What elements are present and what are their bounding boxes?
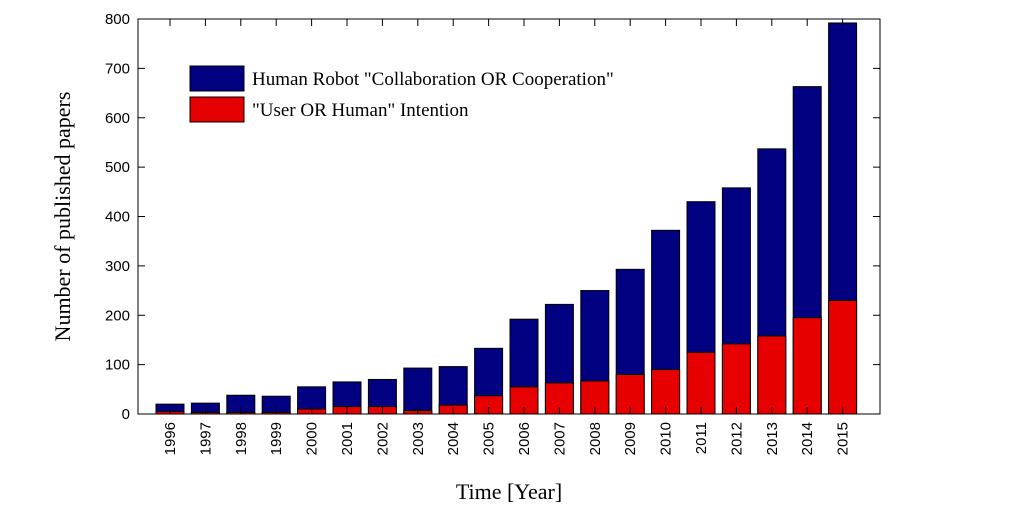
x-tick-label: 2012	[728, 422, 745, 455]
x-tick-label: 2009	[622, 422, 639, 455]
x-tick-label: 2006	[516, 422, 533, 455]
x-tick-label: 2011	[693, 422, 710, 454]
y-tick-label: 300	[105, 258, 130, 275]
y-tick-label: 800	[105, 11, 130, 28]
y-tick-label: 400	[105, 209, 130, 226]
x-tick-label: 1996	[162, 422, 179, 455]
bar-series-2-2013	[757, 335, 787, 415]
bar-series-2-2012	[721, 343, 751, 415]
y-tick-label: 500	[105, 159, 130, 176]
x-tick-label: 2013	[764, 422, 781, 455]
bar-series-1-2003	[403, 367, 433, 415]
legend-swatch-series-2	[189, 96, 245, 123]
y-tick-label: 100	[105, 357, 130, 374]
legend-label-series-1: Human Robot "Collaboration OR Cooperatio…	[252, 69, 614, 90]
bar-series-2-2015	[828, 299, 858, 415]
x-tick-label: 2003	[410, 422, 427, 455]
x-tick-label: 1997	[197, 422, 214, 455]
x-tick-label: 2010	[658, 422, 675, 455]
y-tick-label: 700	[105, 60, 130, 77]
x-tick-label: 2002	[374, 422, 391, 455]
bar-series-2-2010	[651, 369, 681, 415]
x-tick-label: 1998	[233, 422, 250, 455]
x-tick-label: 2008	[587, 422, 604, 455]
legend-label-series-2: "User OR Human" Intention	[252, 100, 469, 121]
axes-layer: 0 100 200 300 400 500 600 700 800 1996 1997 1998 199…	[105, 11, 881, 455]
legend-swatch-series-1	[189, 65, 245, 92]
x-tick-label: 1999	[268, 422, 285, 455]
x-tick-label: 2005	[481, 422, 498, 455]
x-tick-label: 2015	[835, 422, 852, 455]
x-tick-label: 2014	[799, 422, 816, 455]
x-tick-label: 2004	[445, 422, 462, 455]
y-axis-label: Number of published papers	[50, 92, 75, 342]
x-tick-label: 2007	[551, 422, 568, 455]
x-tick-label: 2000	[304, 422, 321, 455]
x-axis-label: Time [Year]	[456, 479, 562, 504]
y-tick-label: 200	[105, 307, 130, 324]
y-tick-label: 0	[122, 406, 130, 423]
bars-layer	[155, 22, 858, 415]
x-tick-label: 2001	[339, 422, 356, 455]
y-tick-label: 600	[105, 110, 130, 127]
bar-series-2-2011	[686, 351, 716, 415]
legend: Human Robot "Collaboration OR Cooperatio…	[189, 65, 614, 123]
bar-series-2-2014	[792, 317, 822, 415]
